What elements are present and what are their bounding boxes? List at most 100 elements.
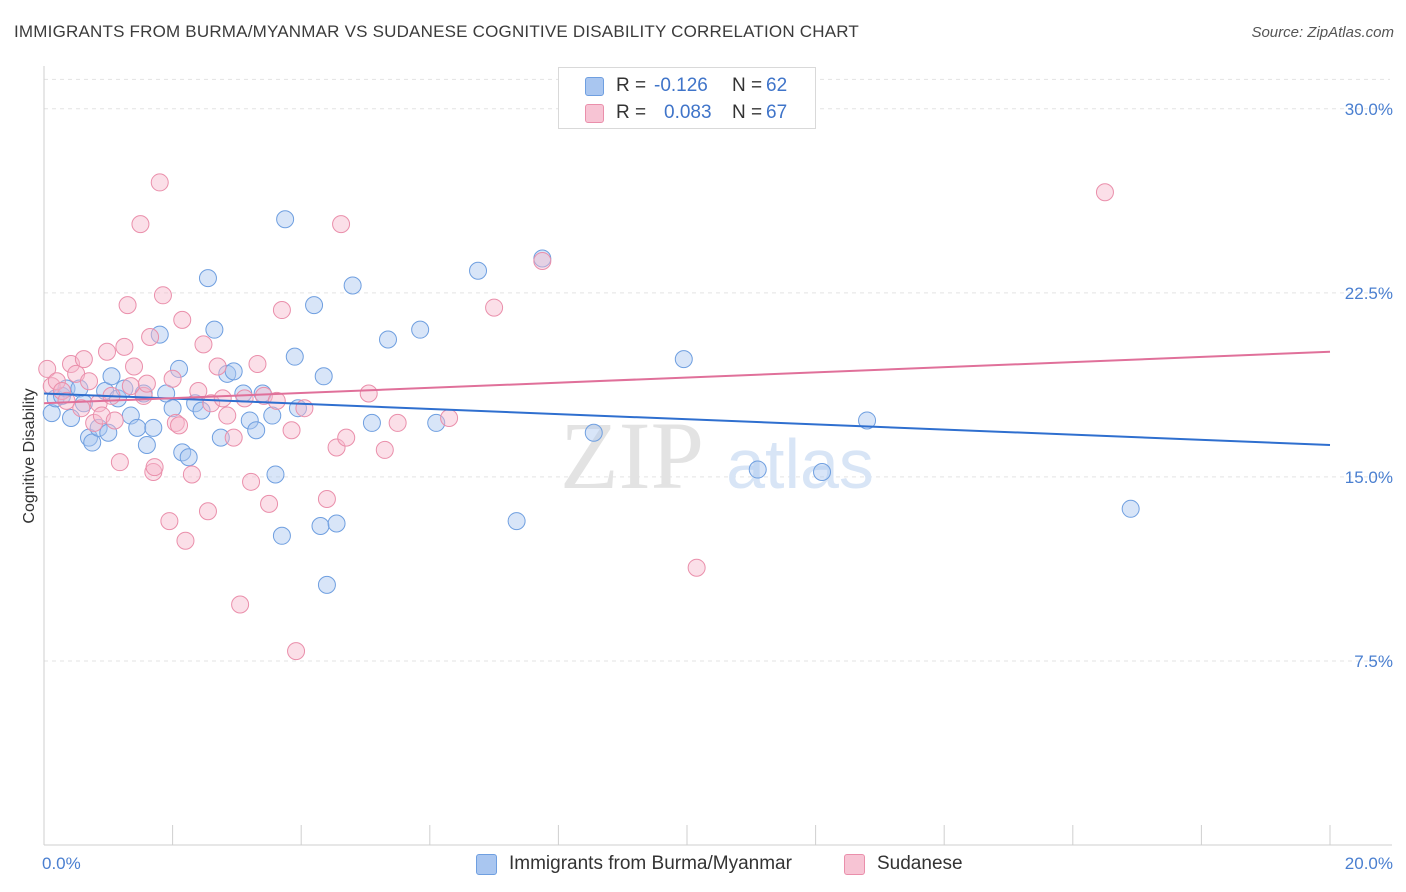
x-tick-label-max: 20.0% — [1345, 854, 1393, 873]
sudanese-point-37 — [194, 335, 213, 354]
burma-point-31 — [224, 362, 243, 381]
y-tick-label-1: 15.0% — [1345, 468, 1393, 487]
burma-point-37 — [266, 465, 285, 484]
sudanese-point-35 — [182, 465, 201, 484]
burma-point-11 — [102, 367, 121, 386]
sudanese-trend-line — [43, 350, 1331, 405]
sudanese-point-33 — [173, 310, 192, 329]
burma-point-56 — [674, 350, 693, 369]
sudanese-point-38 — [198, 502, 217, 521]
x-tick-label-min: 0.0% — [42, 854, 81, 873]
sudanese-point-13 — [98, 342, 117, 361]
stats-legend: R = -0.126 N = 62 R = 0.083 N = 67 — [558, 67, 816, 129]
burma-point-39 — [276, 210, 295, 229]
sudanese-point-17 — [115, 337, 134, 356]
stats-row-burma: R = -0.126 N = 62 — [585, 73, 787, 99]
axes — [43, 66, 1392, 846]
sudanese-point-64 — [533, 251, 552, 270]
y-axis-label: Cognitive Disability — [21, 388, 38, 523]
sudanese-point-29 — [160, 512, 179, 531]
sudanese-point-27 — [150, 173, 169, 192]
series-legend: Immigrants from Burma/Myanmar Sudanese — [0, 851, 1406, 877]
sudanese-point-41 — [213, 389, 232, 408]
watermark-atlas: atlas — [726, 425, 874, 503]
sudanese-point-54 — [295, 399, 314, 418]
sudanese-point-57 — [332, 215, 351, 234]
burma-point-53 — [507, 512, 526, 531]
burma-point-33 — [240, 411, 259, 430]
burma-point-48 — [362, 413, 381, 432]
data-points — [38, 173, 1140, 661]
sudanese-point-34 — [176, 531, 195, 550]
burma-point-52 — [469, 261, 488, 280]
sudanese-point-49 — [260, 494, 279, 513]
source-label: Source: ZipAtlas.com — [1251, 24, 1394, 41]
legend-item-sudanese[interactable]: Sudanese — [844, 851, 963, 877]
burma-point-57 — [748, 460, 767, 479]
sudanese-point-63 — [485, 298, 504, 317]
sudanese-point-7 — [72, 399, 91, 418]
n-label: N = — [732, 75, 763, 96]
r-value: 0.083 — [664, 102, 712, 123]
burma-trend-line — [43, 392, 1331, 447]
r-label: R = — [616, 75, 647, 96]
burma-point-49 — [379, 330, 398, 349]
legend-label-burma: Immigrants from Burma/Myanmar — [509, 853, 792, 874]
y-tick-label-2: 22.5% — [1345, 284, 1393, 303]
sudanese-point-58 — [337, 428, 356, 447]
burma-point-5 — [70, 379, 89, 398]
legend-item-burma[interactable]: Immigrants from Burma/Myanmar — [476, 851, 792, 877]
n-value: 62 — [766, 75, 788, 96]
sudanese-point-40 — [208, 357, 227, 376]
sudanese-point-0 — [38, 359, 57, 378]
chart-title: IMMIGRANTS FROM BURMA/MYANMAR VS SUDANES… — [14, 22, 860, 41]
burma-point-55 — [584, 423, 603, 442]
sudanese-point-59 — [359, 384, 378, 403]
burma-legend-swatch — [476, 853, 497, 875]
sudanese-point-23 — [137, 374, 156, 393]
sudanese-point-26 — [145, 458, 164, 477]
watermark: ZIP atlas — [560, 402, 874, 509]
burma-point-60 — [1121, 499, 1140, 518]
sudanese-point-44 — [231, 595, 250, 614]
burma-swatch — [585, 76, 604, 96]
burma-point-40 — [285, 347, 304, 366]
sudanese-point-8 — [74, 350, 93, 369]
sudanese-point-4 — [57, 391, 76, 410]
sudanese-point-66 — [1095, 183, 1114, 202]
legend-label-sudanese: Sudanese — [877, 853, 963, 874]
sudanese-point-45 — [235, 389, 254, 408]
sudanese-point-53 — [287, 642, 306, 661]
sudanese-point-50 — [267, 391, 286, 410]
burma-point-46 — [327, 514, 346, 533]
sudanese-point-30 — [163, 369, 182, 388]
sudanese-point-15 — [105, 411, 124, 430]
sudanese-point-46 — [242, 472, 261, 491]
burma-point-15 — [128, 418, 147, 437]
sudanese-point-42 — [218, 406, 237, 425]
tick-labels: 7.5% 15.0% 22.5% 30.0% 0.0% 20.0% — [42, 100, 1393, 873]
sudanese-point-62 — [440, 409, 459, 428]
sudanese-point-10 — [85, 413, 104, 432]
sudanese-point-19 — [121, 377, 140, 396]
sudanese-point-2 — [47, 372, 66, 391]
sudanese-point-9 — [80, 372, 99, 391]
burma-point-59 — [858, 411, 877, 430]
burma-point-18 — [144, 418, 163, 437]
sudanese-point-28 — [153, 286, 172, 305]
burma-point-47 — [343, 276, 362, 295]
burma-point-24 — [179, 448, 198, 467]
burma-point-22 — [170, 359, 189, 378]
sudanese-point-24 — [141, 328, 160, 347]
y-tick-label-0: 7.5% — [1354, 652, 1393, 671]
sudanese-point-43 — [224, 428, 243, 447]
sudanese-point-18 — [118, 296, 137, 315]
burma-point-28 — [205, 320, 224, 339]
gridlines — [44, 78, 1390, 662]
sudanese-point-32 — [170, 416, 189, 435]
sudanese-legend-swatch — [844, 853, 865, 875]
stats-row-sudanese: R = 0.083 N = 67 — [585, 100, 787, 126]
burma-point-27 — [198, 269, 217, 288]
sudanese-point-65 — [687, 558, 706, 577]
burma-point-45 — [317, 575, 336, 594]
